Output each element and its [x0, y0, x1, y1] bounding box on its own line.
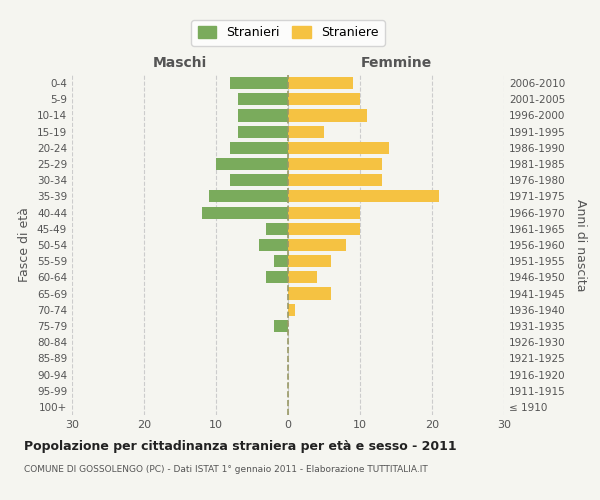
Bar	[230, 174, 288, 186]
Bar	[288, 158, 382, 170]
Bar	[288, 93, 360, 106]
Bar	[202, 206, 288, 218]
Text: Popolazione per cittadinanza straniera per età e sesso - 2011: Popolazione per cittadinanza straniera p…	[24, 440, 457, 453]
Bar	[288, 272, 317, 283]
Bar	[238, 93, 288, 106]
Bar	[288, 190, 439, 202]
Bar	[288, 110, 367, 122]
Bar	[274, 255, 288, 268]
Bar	[230, 142, 288, 154]
Bar	[230, 77, 288, 89]
Text: Femmine: Femmine	[361, 56, 431, 70]
Bar	[288, 174, 382, 186]
Bar	[288, 222, 360, 235]
Bar	[288, 142, 389, 154]
Bar	[288, 255, 331, 268]
Bar	[238, 126, 288, 138]
Bar	[238, 110, 288, 122]
Bar	[216, 158, 288, 170]
Y-axis label: Fasce di età: Fasce di età	[19, 208, 31, 282]
Bar	[274, 320, 288, 332]
Bar	[288, 206, 360, 218]
Legend: Stranieri, Straniere: Stranieri, Straniere	[191, 20, 385, 46]
Bar	[288, 239, 346, 251]
Y-axis label: Anni di nascita: Anni di nascita	[574, 198, 587, 291]
Bar	[266, 272, 288, 283]
Bar	[288, 304, 295, 316]
Text: COMUNE DI GOSSOLENGO (PC) - Dati ISTAT 1° gennaio 2011 - Elaborazione TUTTITALIA: COMUNE DI GOSSOLENGO (PC) - Dati ISTAT 1…	[24, 465, 428, 474]
Bar	[288, 288, 331, 300]
Bar	[209, 190, 288, 202]
Text: Maschi: Maschi	[153, 56, 207, 70]
Bar	[259, 239, 288, 251]
Bar	[288, 126, 324, 138]
Bar	[266, 222, 288, 235]
Bar	[288, 77, 353, 89]
